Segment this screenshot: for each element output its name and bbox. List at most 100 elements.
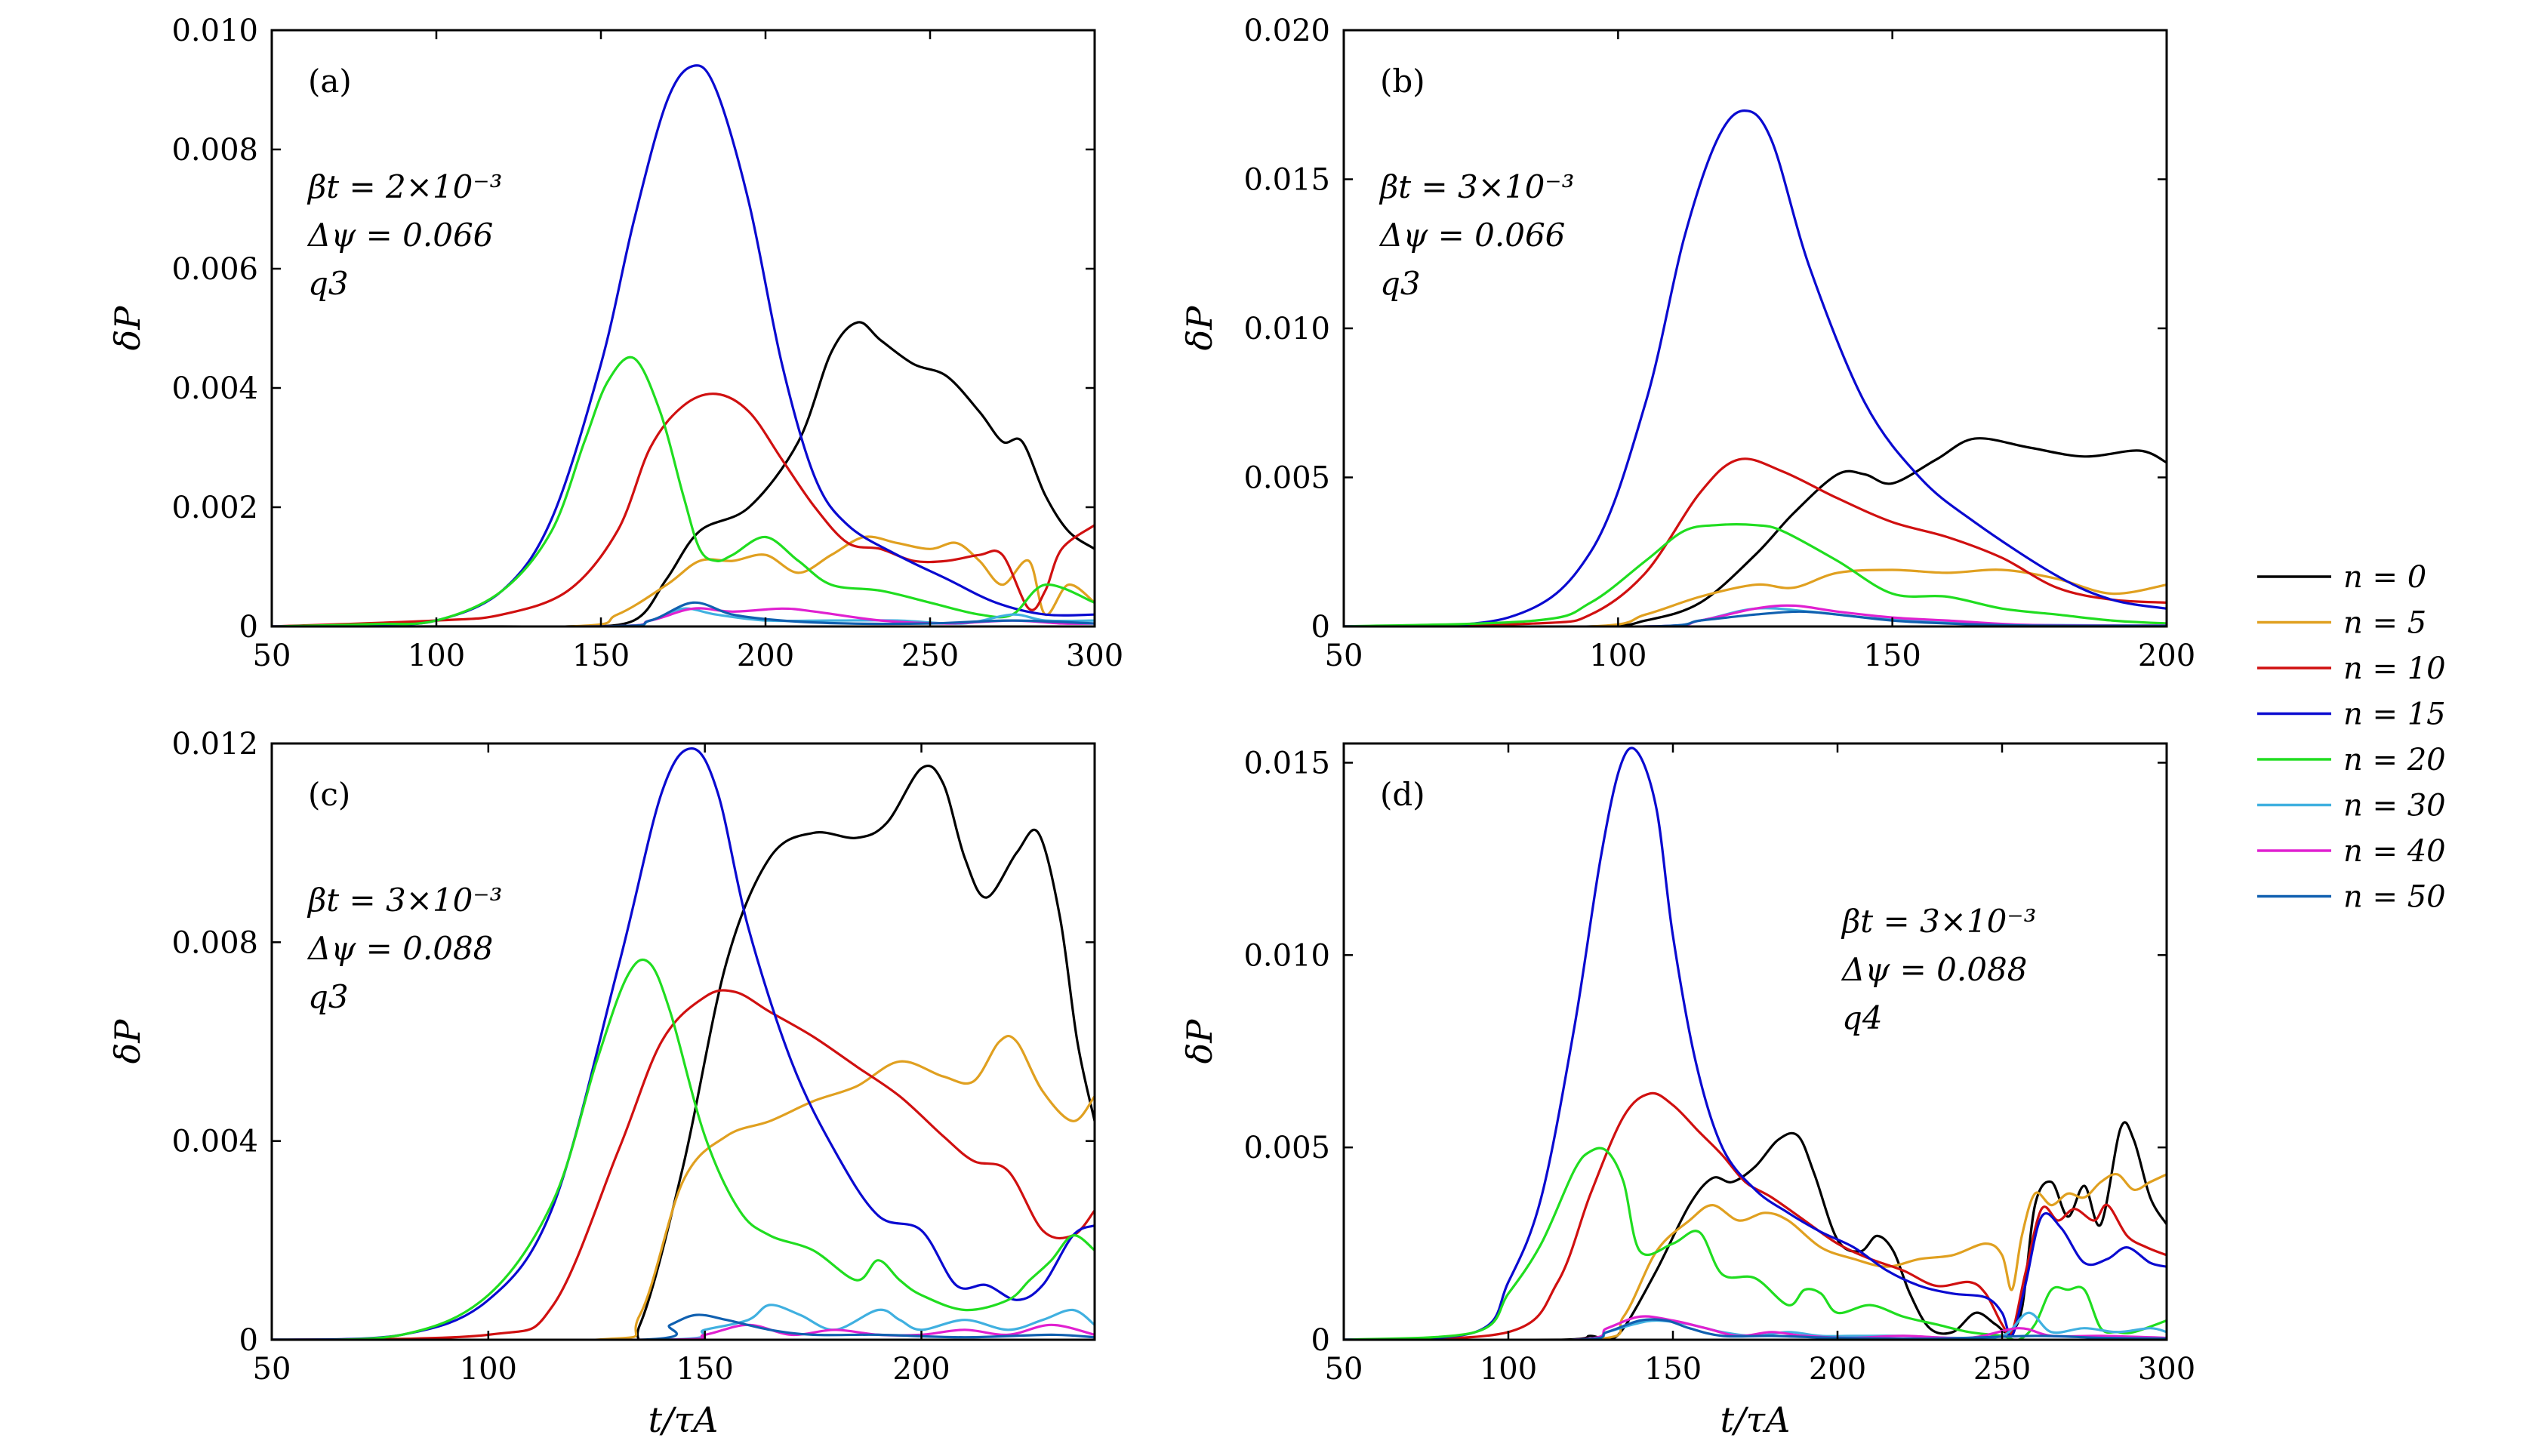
y-tick-label: 0 (1311, 610, 1330, 645)
x-tick-label: 250 (1973, 1352, 2031, 1387)
y-tick-label: 0.015 (1243, 163, 1330, 198)
x-tick-label: 100 (1480, 1352, 1537, 1387)
series-line-n0 (272, 321, 1095, 626)
y-tick-label: 0 (239, 1323, 258, 1358)
panel-c: 50 100 150 200 0 0.004 0.008 0.012 δP t/τA (c) βt =… (107, 727, 1096, 1440)
series-line-n5 (1344, 568, 2167, 626)
x-tick-label: 200 (1809, 1352, 1866, 1387)
x-tick-label: 100 (460, 1352, 517, 1387)
series-line-n10 (272, 392, 1095, 626)
series-line-n20 (272, 958, 1095, 1340)
legend-item: n = 20 (2257, 743, 2446, 777)
y-axis-label: δP (107, 1019, 148, 1064)
legend-label: n = 5 (2343, 606, 2426, 641)
series-line-n15 (1344, 109, 2167, 626)
x-tick-label: 150 (676, 1352, 734, 1387)
x-tick-label: 150 (572, 639, 630, 673)
panel-label: (a) (308, 63, 352, 100)
x-tick-label: 50 (253, 639, 291, 673)
y-tick-label: 0.005 (1243, 1131, 1330, 1165)
x-axis-label: t/τA (1720, 1399, 1791, 1440)
y-axis-label: δP (1179, 306, 1220, 351)
x-tick-label: 100 (1589, 639, 1647, 673)
series-lines (1344, 109, 2167, 626)
series-line-n20 (272, 356, 1095, 626)
x-tick-label: 300 (2138, 1352, 2195, 1387)
annotation-line: Δψ = 0.066 (307, 217, 493, 254)
annotation-line: q3 (1380, 265, 1421, 302)
y-tick-label: 0.015 (1243, 746, 1330, 780)
series-line-n15 (1344, 746, 2167, 1340)
y-tick-label: 0.004 (171, 371, 258, 406)
y-tick-label: 0.008 (171, 133, 258, 168)
series-line-n0 (1344, 437, 2167, 626)
panel-b: 50 100 150 200 0 0.005 0.010 0.015 0.020 δP (b) βt … (1179, 14, 2195, 673)
series-line-n0 (1344, 1121, 2167, 1340)
y-tick-label: 0.008 (171, 925, 258, 960)
y-tick-label: 0.005 (1243, 461, 1330, 496)
legend-item: n = 40 (2257, 834, 2446, 869)
legend-item: n = 10 (2257, 651, 2446, 686)
series-line-n40 (1344, 1315, 2167, 1340)
y-axis-label: δP (107, 306, 148, 351)
legend-label: n = 50 (2343, 880, 2446, 915)
y-tick-label: 0.010 (171, 14, 258, 48)
y-tick-label: 0 (1311, 1323, 1330, 1358)
panel-label: (d) (1380, 776, 1425, 813)
x-tick-label: 50 (1325, 1352, 1363, 1387)
x-tick-label: 150 (1863, 639, 1921, 673)
plot-frame (1342, 29, 2168, 628)
annotation-line: βt = 2×10⁻³ (307, 168, 502, 205)
series-line-n10 (1344, 457, 2167, 626)
y-tick-label: 0.012 (171, 727, 258, 762)
series-line-n0 (272, 764, 1095, 1340)
x-axis-label: t/τA (648, 1399, 719, 1440)
annotation-line: q3 (308, 265, 349, 302)
series-line-n5 (1344, 1172, 2167, 1340)
x-tick-label: 150 (1644, 1352, 1702, 1387)
annotation-line: Δψ = 0.066 (1379, 217, 1565, 254)
legend-label: n = 0 (2343, 560, 2426, 595)
legend-label: n = 40 (2343, 834, 2446, 869)
panel-label: (b) (1380, 63, 1425, 100)
y-tick-label: 0.002 (171, 491, 258, 525)
y-tick-label: 0.004 (171, 1125, 258, 1159)
legend-item: n = 30 (2257, 789, 2446, 823)
series-line-n10 (272, 989, 1095, 1340)
legend-label: n = 20 (2343, 743, 2446, 777)
series-line-n20 (1344, 523, 2167, 626)
series-lines (1344, 746, 2167, 1340)
y-tick-label: 0.010 (1243, 938, 1330, 973)
series-line-n50 (1344, 1318, 2167, 1340)
annotation-line: βt = 3×10⁻³ (1379, 168, 1574, 205)
annotation-line: βt = 3×10⁻³ (307, 882, 502, 919)
x-tick-label: 200 (2138, 639, 2195, 673)
x-tick-label: 50 (253, 1352, 291, 1387)
series-line-n5 (272, 535, 1095, 626)
series-line-n50 (272, 601, 1095, 626)
y-tick-label: 0.006 (171, 252, 258, 287)
legend-label: n = 15 (2343, 697, 2446, 732)
series-line-n40 (272, 1323, 1095, 1340)
plot-frame (270, 742, 1096, 1341)
annotation-line: q3 (308, 978, 349, 1015)
panel-label: (c) (308, 776, 350, 813)
annotation-line: q4 (1842, 999, 1883, 1036)
y-tick-label: 0 (239, 610, 258, 645)
x-tick-label: 50 (1325, 639, 1363, 673)
panel-d: 50 100 150 200 250 300 0 0.005 0.010 0.015 δP t/τA (… (1179, 742, 2195, 1440)
series-line-n15 (272, 64, 1095, 626)
y-tick-label: 0.020 (1243, 14, 1330, 48)
annotation-line: Δψ = 0.088 (307, 930, 493, 967)
series-line-n15 (272, 747, 1095, 1340)
x-tick-label: 200 (892, 1352, 950, 1387)
x-tick-label: 200 (737, 639, 794, 673)
annotation-line: Δψ = 0.088 (1841, 951, 2027, 988)
y-axis-label: δP (1179, 1019, 1220, 1064)
series-line-n50 (272, 1313, 1095, 1340)
series-line-n20 (1344, 1147, 2167, 1340)
panel-a: 50 100 150 200 250 300 0 0.002 0.004 0.006 0.008 0.… (107, 14, 1123, 673)
legend-label: n = 10 (2343, 651, 2446, 686)
legend-label: n = 30 (2343, 789, 2446, 823)
